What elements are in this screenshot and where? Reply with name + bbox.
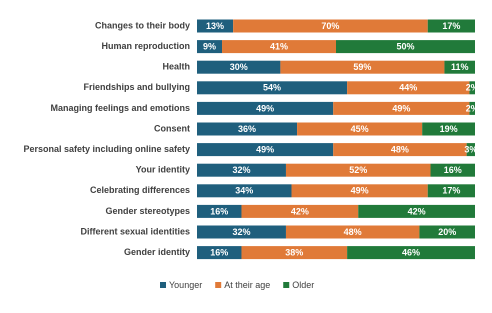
value-label: 49% xyxy=(351,186,369,196)
value-label: 38% xyxy=(285,247,303,257)
bar-segment xyxy=(297,122,423,136)
bar-segment xyxy=(427,19,475,33)
bar-segment xyxy=(197,143,334,157)
bar-segment xyxy=(358,204,475,218)
value-label: 54% xyxy=(263,83,281,93)
value-label: 46% xyxy=(402,247,420,257)
value-label: 34% xyxy=(235,186,253,196)
value-label: 49% xyxy=(256,144,274,154)
category-label: Health xyxy=(162,62,190,72)
value-label: 42% xyxy=(408,206,426,216)
value-label: 48% xyxy=(344,227,362,237)
bar-segment xyxy=(197,204,242,218)
category-label: Gender identity xyxy=(124,247,190,257)
bar-segment xyxy=(197,184,292,198)
bar-segment xyxy=(197,60,281,74)
value-label: 16% xyxy=(210,206,228,216)
value-label: 70% xyxy=(321,21,339,31)
value-label: 44% xyxy=(399,83,417,93)
bar-segment xyxy=(336,40,475,54)
value-label: 59% xyxy=(353,62,371,72)
value-label: 52% xyxy=(349,165,367,175)
bar-segment xyxy=(197,40,223,54)
bar-segment xyxy=(285,163,431,177)
bar-segment xyxy=(291,184,428,198)
legend-label: Younger xyxy=(169,280,202,290)
legend-swatch xyxy=(215,282,222,288)
bar-segment xyxy=(469,81,475,95)
category-label: Managing feelings and emotions xyxy=(50,103,190,113)
bar-segment xyxy=(197,246,242,260)
bar-segment xyxy=(241,204,359,218)
value-label: 32% xyxy=(232,227,250,237)
bar-segment xyxy=(419,225,475,239)
bar-segment xyxy=(444,60,475,74)
value-label: 42% xyxy=(291,206,309,216)
category-label: Celebrating differences xyxy=(90,185,190,195)
value-label: 2% xyxy=(466,103,479,113)
bar-segment xyxy=(285,225,420,239)
bar-segment xyxy=(197,225,286,239)
bar-segment xyxy=(233,19,428,33)
bar-segment xyxy=(427,184,475,198)
bar-segment xyxy=(466,143,475,157)
category-label: Friendships and bullying xyxy=(83,82,190,92)
value-label: 17% xyxy=(442,21,460,31)
bar-segment xyxy=(197,122,298,136)
value-label: 16% xyxy=(444,165,462,175)
value-label: 45% xyxy=(351,124,369,134)
value-label: 20% xyxy=(438,227,456,237)
bar-segment xyxy=(347,246,475,260)
category-label: Personal safety including online safety xyxy=(23,144,190,154)
bar-segment xyxy=(422,122,475,136)
bar-segment xyxy=(430,163,475,177)
value-label: 3% xyxy=(464,144,477,154)
value-label: 49% xyxy=(256,103,274,113)
bar-segment xyxy=(197,19,234,33)
category-label: Human reproduction xyxy=(101,41,190,51)
category-label: Your identity xyxy=(136,165,190,175)
bar-segment xyxy=(241,246,348,260)
bar-segment xyxy=(197,81,348,95)
value-label: 50% xyxy=(396,41,414,51)
value-label: 9% xyxy=(203,41,216,51)
value-label: 16% xyxy=(210,247,228,257)
bar-segment xyxy=(197,101,334,115)
value-label: 11% xyxy=(451,62,469,72)
bar-segment xyxy=(347,81,470,95)
value-label: 13% xyxy=(206,21,224,31)
category-label: Gender stereotypes xyxy=(105,206,190,216)
legend-label: At their age xyxy=(224,280,270,290)
value-label: 41% xyxy=(270,41,288,51)
category-label: Different sexual identities xyxy=(80,226,190,236)
bar-segment xyxy=(469,101,475,115)
legend-swatch xyxy=(283,282,290,288)
legend-label: Older xyxy=(292,280,314,290)
bar-segment xyxy=(197,163,286,177)
category-label: Consent xyxy=(154,123,190,133)
bar-segment xyxy=(222,40,336,54)
value-label: 2% xyxy=(466,83,479,93)
value-label: 49% xyxy=(392,103,410,113)
value-label: 17% xyxy=(442,186,460,196)
bar-segment xyxy=(333,143,467,157)
value-label: 19% xyxy=(440,124,458,134)
value-label: 30% xyxy=(230,62,248,72)
bar-segment xyxy=(333,101,470,115)
category-label: Changes to their body xyxy=(95,20,190,30)
value-label: 36% xyxy=(238,124,256,134)
bar-segment xyxy=(280,60,445,74)
legend-swatch xyxy=(160,282,166,288)
value-label: 32% xyxy=(232,165,250,175)
value-label: 48% xyxy=(391,144,409,154)
